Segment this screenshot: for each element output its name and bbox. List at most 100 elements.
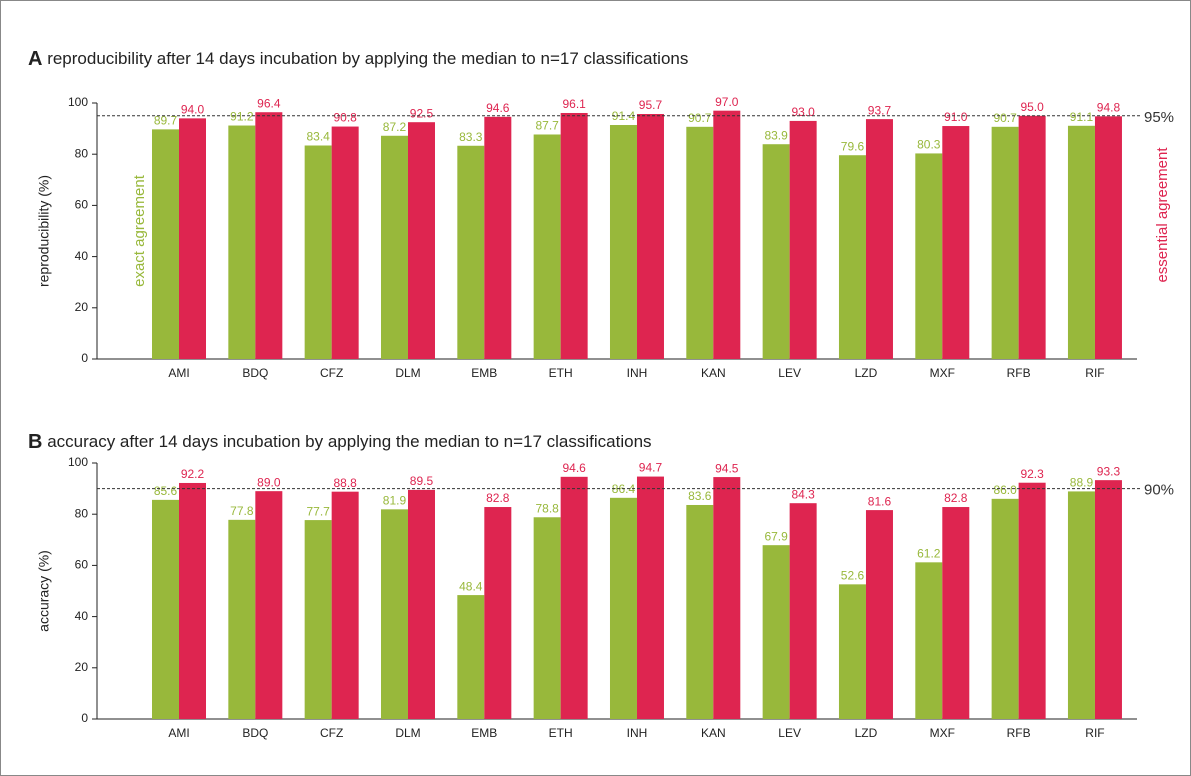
bar [407, 489, 435, 719]
bar [228, 125, 256, 359]
bar [942, 126, 970, 359]
y-tick-label: 20 [75, 300, 89, 314]
bar [560, 476, 588, 719]
bar [560, 112, 588, 359]
title-text: reproducibility after 14 days incubation… [47, 49, 688, 68]
value-label: 83.4 [306, 130, 330, 144]
x-tick-label: LZD [855, 366, 878, 380]
reference-label: 90% [1144, 482, 1174, 499]
bar [1018, 482, 1046, 719]
bar [865, 119, 893, 360]
bar [789, 503, 817, 719]
x-tick-label: RFB [1007, 366, 1031, 380]
bar [484, 116, 512, 359]
y-tick-label: 40 [75, 249, 89, 263]
bar [228, 519, 256, 719]
value-label: 90.7 [688, 111, 712, 125]
value-label: 81.9 [383, 494, 407, 508]
value-label: 87.7 [535, 119, 559, 133]
value-label: 88.8 [333, 476, 357, 490]
bar [255, 112, 283, 359]
value-label: 94.6 [486, 101, 510, 115]
panel-letter: A [28, 48, 42, 70]
x-tick-label: BDQ [242, 366, 268, 380]
value-label: 89.5 [410, 474, 434, 488]
x-tick-label: DLM [395, 366, 420, 380]
x-tick-label: LEV [778, 366, 801, 380]
x-tick-label: EMB [471, 366, 497, 380]
x-tick-label: INH [627, 726, 648, 740]
bar [255, 491, 283, 719]
x-tick-label: ETH [549, 366, 573, 380]
value-label: 85.6 [154, 484, 178, 498]
value-label: 87.2 [383, 120, 407, 134]
value-label: 83.9 [764, 128, 788, 142]
bar [1094, 480, 1122, 719]
x-tick-label: EMB [471, 726, 497, 740]
x-tick-label: KAN [701, 366, 726, 380]
bar [533, 134, 561, 359]
bar [609, 125, 637, 360]
bar [789, 120, 817, 359]
value-label: 91.2 [230, 110, 254, 124]
x-tick-label: LZD [855, 726, 878, 740]
bar [380, 135, 408, 359]
x-tick-label: RIF [1085, 366, 1104, 380]
bar [991, 126, 1019, 359]
bar [457, 595, 485, 719]
value-label: 96.4 [257, 96, 281, 110]
value-label: 88.9 [1070, 476, 1094, 490]
bar [915, 562, 943, 719]
value-label: 48.4 [459, 579, 483, 593]
y-tick-label: 100 [68, 455, 88, 469]
value-label: 94.7 [639, 461, 663, 475]
value-label: 77.8 [230, 504, 254, 518]
reference-label: 95% [1144, 109, 1174, 126]
value-label: 93.0 [791, 105, 815, 119]
value-label: 93.3 [1097, 464, 1121, 478]
value-label: 95.7 [639, 98, 663, 112]
x-tick-label: LEV [778, 726, 801, 740]
value-label: 97.0 [715, 95, 739, 109]
bar [1094, 116, 1122, 359]
bar [179, 118, 206, 359]
bar [1067, 125, 1095, 359]
value-label: 84.3 [791, 487, 815, 501]
bar [609, 497, 637, 719]
bar [991, 498, 1019, 719]
bar [1067, 491, 1095, 719]
value-label: 67.9 [764, 529, 788, 543]
y-axis-label: reproducibility (%) [36, 175, 52, 287]
y-tick-label: 0 [81, 351, 88, 365]
value-label: 94.0 [181, 103, 205, 117]
y-tick-label: 20 [75, 660, 89, 674]
value-label: 90.8 [333, 111, 357, 125]
bar [686, 504, 714, 719]
y-tick-label: 80 [75, 506, 89, 520]
bar [331, 491, 359, 719]
x-tick-label: BDQ [242, 726, 268, 740]
y-tick-label: 100 [68, 95, 88, 109]
y-tick-label: 60 [75, 558, 89, 572]
value-label: 81.6 [868, 494, 892, 508]
x-tick-label: AMI [168, 366, 189, 380]
bar [942, 507, 970, 719]
bar [304, 520, 332, 719]
bar [713, 477, 741, 719]
bar [915, 153, 943, 359]
value-label: 80.3 [917, 138, 941, 152]
y-tick-label: 80 [75, 146, 89, 160]
bar [636, 114, 664, 360]
value-label: 94.5 [715, 461, 739, 475]
y-axis-label: accuracy (%) [36, 550, 52, 632]
value-label: 94.6 [562, 461, 586, 475]
bar [179, 482, 206, 719]
panel-title: A reproducibility after 14 days incubati… [28, 48, 688, 70]
value-label: 86.0 [993, 483, 1017, 497]
x-tick-label: ETH [549, 726, 573, 740]
value-label: 83.3 [459, 130, 483, 144]
x-tick-label: KAN [701, 726, 726, 740]
bar [304, 145, 332, 359]
value-label: 91.1 [1070, 110, 1094, 124]
